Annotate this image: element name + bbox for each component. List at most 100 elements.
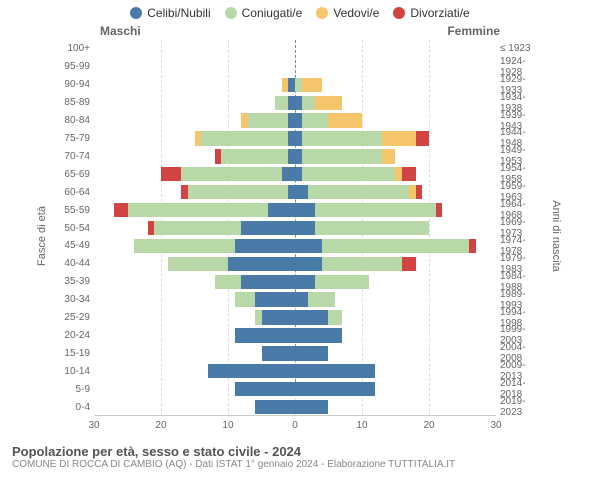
bar-segment [195, 131, 202, 145]
bar-segment [315, 275, 369, 289]
x-tick: 20 [423, 420, 434, 431]
bar-sides [94, 96, 496, 110]
female-bar [295, 42, 496, 56]
age-row: 25-291994-1998 [94, 309, 496, 327]
legend-label: Coniugati/e [242, 6, 303, 20]
age-row: 50-541969-1973 [94, 219, 496, 237]
bar-segment [328, 113, 361, 127]
bar-segment [241, 221, 295, 235]
age-label: 20-24 [58, 330, 90, 341]
bar-segment [288, 131, 295, 145]
legend: Celibi/NubiliConiugati/eVedovi/eDivorzia… [0, 0, 600, 20]
bar-segment [255, 400, 295, 414]
bar-segment [295, 257, 322, 271]
male-bar [94, 257, 295, 271]
bar-segment [322, 257, 402, 271]
bar-segment [382, 149, 395, 163]
bar-segment [168, 257, 228, 271]
bar-sides [94, 131, 496, 145]
bar-sides [94, 203, 496, 217]
bar-segment [215, 149, 222, 163]
bar-sides [94, 60, 496, 74]
footer-sub: COMUNE DI ROCCA DI CAMBIO (AQ) - Dati IS… [12, 459, 588, 470]
age-label: 70-74 [58, 151, 90, 162]
bar-segment [295, 310, 328, 324]
age-row: 90-941929-1933 [94, 76, 496, 94]
bar-segment [235, 328, 295, 342]
bar-segment [402, 167, 415, 181]
age-row: 40-441979-1983 [94, 255, 496, 273]
female-bar [295, 149, 496, 163]
population-pyramid-chart: Celibi/NubiliConiugati/eVedovi/eDivorzia… [0, 0, 600, 500]
age-row: 30-341989-1993 [94, 291, 496, 309]
age-row: 100+≤ 1923 [94, 40, 496, 58]
bar-sides [94, 257, 496, 271]
bar-segment [161, 167, 181, 181]
bar-segment [409, 185, 416, 199]
age-row: 65-691954-1958 [94, 165, 496, 183]
bar-sides [94, 78, 496, 92]
age-label: 30-34 [58, 294, 90, 305]
legend-item: Celibi/Nubili [130, 6, 210, 20]
bar-segment [255, 292, 295, 306]
bar-segment [215, 275, 242, 289]
footer-title: Popolazione per età, sesso e stato civil… [12, 444, 588, 459]
female-bar [295, 239, 496, 253]
age-label: 50-54 [58, 223, 90, 234]
bar-segment [295, 364, 375, 378]
x-tick: 30 [88, 420, 99, 431]
bar-segment [295, 275, 315, 289]
male-bar [94, 167, 295, 181]
bar-segment [302, 113, 329, 127]
bar-segment [128, 203, 269, 217]
bar-sides [94, 113, 496, 127]
x-tick: 10 [222, 420, 233, 431]
bar-segment [469, 239, 476, 253]
y-axis-label-right: Anni di nascita [550, 200, 562, 272]
male-label: Maschi [100, 24, 141, 38]
bar-segment [295, 113, 302, 127]
male-bar [94, 149, 295, 163]
age-label: 90-94 [58, 79, 90, 90]
bar-segment [221, 149, 288, 163]
bar-segment [295, 400, 328, 414]
age-row: 35-391984-1988 [94, 273, 496, 291]
age-label: 95-99 [58, 61, 90, 72]
bar-sides [94, 167, 496, 181]
bar-sides [94, 382, 496, 396]
female-bar [295, 60, 496, 74]
age-row: 75-791944-1948 [94, 130, 496, 148]
female-bar [295, 382, 496, 396]
male-bar [94, 131, 295, 145]
bar-segment [302, 96, 315, 110]
age-row: 15-192004-2008 [94, 344, 496, 362]
female-bar [295, 257, 496, 271]
bar-segment [288, 149, 295, 163]
x-tick: 30 [490, 420, 501, 431]
bar-segment [295, 185, 308, 199]
bar-segment [308, 292, 335, 306]
legend-item: Vedovi/e [316, 6, 379, 20]
bar-segment [315, 203, 436, 217]
bar-sides [94, 275, 496, 289]
age-label: 75-79 [58, 133, 90, 144]
bar-segment [382, 131, 415, 145]
bar-segment [416, 185, 423, 199]
female-bar [295, 400, 496, 414]
bar-segment [235, 239, 295, 253]
female-bar [295, 203, 496, 217]
age-label: 25-29 [58, 312, 90, 323]
female-bar [295, 364, 496, 378]
age-label: 35-39 [58, 276, 90, 287]
bar-segment [295, 203, 315, 217]
age-label: 60-64 [58, 187, 90, 198]
gender-labels: Maschi Femmine [0, 20, 600, 40]
age-label: 15-19 [58, 348, 90, 359]
legend-swatch [316, 7, 328, 19]
bar-segment [235, 382, 295, 396]
female-bar [295, 167, 496, 181]
bar-segment [288, 78, 295, 92]
female-bar [295, 292, 496, 306]
bar-segment [295, 131, 302, 145]
legend-swatch [225, 7, 237, 19]
